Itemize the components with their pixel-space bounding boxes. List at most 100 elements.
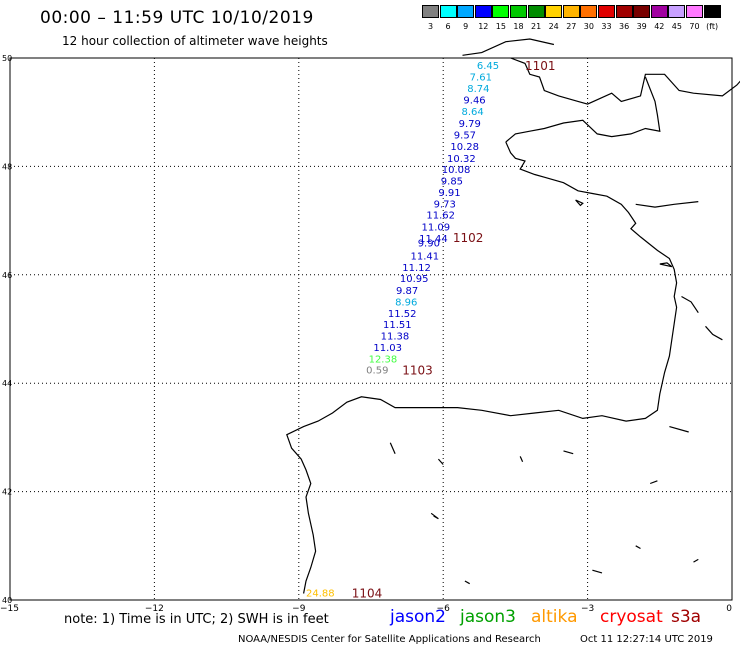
longitude-label: −12 <box>145 604 164 614</box>
wave-height-value: 12.38 <box>369 354 398 365</box>
wave-height-value: 11.44 <box>419 234 448 245</box>
wave-height-value: 10.95 <box>400 274 429 285</box>
legend-unit: (ft) <box>706 22 719 31</box>
latitude-label: 46 <box>2 271 12 280</box>
wave-height-value: 10.32 <box>447 154 476 165</box>
wave-height-value: 11.12 <box>402 263 431 274</box>
legend-label: 42 <box>654 22 665 31</box>
pass-id-label: 1104 <box>352 586 383 600</box>
longitude-label: −3 <box>581 604 594 614</box>
legend-swatch <box>615 5 633 18</box>
longitude-label: 0 <box>726 604 732 614</box>
legend-swatch <box>703 5 721 18</box>
timestamp-text: Oct 11 12:27:14 UTC 2019 <box>580 634 713 645</box>
legend-label: 39 <box>636 22 647 31</box>
pass-id-label: 1101 <box>525 59 556 73</box>
wave-height-value: 9.46 <box>463 95 485 106</box>
coastline-segment <box>464 580 470 585</box>
longitude-label: −15 <box>0 604 19 614</box>
wave-height-value: 11.38 <box>381 332 410 343</box>
legend-swatch <box>439 5 457 18</box>
coastline-segment <box>659 262 673 268</box>
legend-swatch <box>562 5 580 18</box>
graticule <box>10 58 732 600</box>
legend-swatch <box>510 5 527 18</box>
wave-height-value: 24.88 <box>306 588 335 599</box>
coastline-segment <box>286 141 678 594</box>
map-frame <box>9 57 733 601</box>
legend-label: 9 <box>463 22 469 31</box>
page-title: 00:00 – 11:59 UTC 10/10/2019 <box>40 8 314 28</box>
wave-height-value: 9.91 <box>438 188 460 199</box>
latitude-label: 50 <box>2 54 12 63</box>
satellite-name: cryosat <box>600 607 663 627</box>
coastline-segment <box>437 458 444 465</box>
legend-swatch <box>633 5 651 18</box>
wave-height-value: 8.96 <box>395 297 417 308</box>
credit-text: NOAA/NESDIS Center for Satellite Applica… <box>238 634 541 645</box>
legend-swatch <box>545 5 563 18</box>
legend-label: 6 <box>445 22 451 31</box>
satellite-name: altika <box>531 607 578 627</box>
wave-height-value: 0.59 <box>366 366 388 377</box>
coastline-segment <box>693 558 699 563</box>
coastline-segment <box>462 38 555 56</box>
wave-height-value: 6.45 <box>477 61 499 72</box>
pass-labels: 1101 1102 1103 1104 <box>352 59 556 600</box>
legend-swatch <box>422 5 439 18</box>
wave-height-value: 11.09 <box>422 223 451 234</box>
pass-id-label: 1102 <box>453 231 484 245</box>
satellite-name: jason2 <box>390 607 446 627</box>
wave-height-value: 8.74 <box>467 84 489 95</box>
satellite-name: s3a <box>671 607 702 627</box>
note-text: note: 1) Time is in UTC; 2) SWH is in fe… <box>64 612 329 627</box>
wave-height-value: 9.90 <box>418 238 440 249</box>
coastline-segment <box>430 512 439 520</box>
legend-swatch <box>527 5 545 18</box>
latitude-label: 40 <box>2 596 12 605</box>
legend-swatch <box>474 5 492 18</box>
wave-height-value: 9.57 <box>454 131 476 142</box>
pass-id-label: 1103 <box>402 364 433 378</box>
coastline-segment <box>510 57 740 105</box>
wave-height-value: 9.79 <box>459 119 481 130</box>
coastline-segment <box>592 569 603 574</box>
coastline-segment <box>649 480 658 485</box>
coastline-segment <box>635 545 641 550</box>
legend-label: 21 <box>531 22 542 31</box>
coastline-segment <box>669 426 689 433</box>
coastline-segment <box>705 325 723 341</box>
legend-label: 3 <box>427 22 434 31</box>
legend-swatch <box>457 5 475 18</box>
wave-height-value: 11.62 <box>426 211 455 222</box>
legend-swatch <box>580 5 598 18</box>
legend-label: 70 <box>689 22 700 31</box>
wave-height-value: 11.52 <box>388 309 417 320</box>
legend-label: 45 <box>671 22 682 31</box>
legend-swatch <box>650 5 668 18</box>
wave-height-value: 9.87 <box>396 286 418 297</box>
legend-label: 18 <box>513 22 524 31</box>
wave-height-value: 10.28 <box>450 142 479 153</box>
legend-label: 36 <box>619 22 630 31</box>
wave-height-value: 9.73 <box>434 199 456 210</box>
legend-swatch <box>668 5 686 18</box>
wave-height-value: 11.03 <box>373 343 402 354</box>
legend-label: 33 <box>601 22 612 31</box>
wave-height-value: 8.64 <box>461 107 483 118</box>
coastline-segment <box>635 201 699 208</box>
wave-height-value: 9.85 <box>441 177 463 188</box>
legend-label: 24 <box>548 22 559 31</box>
coastline <box>286 38 740 594</box>
wave-height-value: 11.41 <box>410 251 439 262</box>
longitude-label: −6 <box>437 604 451 614</box>
latitude-label: 48 <box>2 162 12 171</box>
wave-height-value: 7.61 <box>470 73 492 84</box>
legend-swatch <box>492 5 510 18</box>
legend-label: 12 <box>478 22 489 31</box>
page-subtitle: 12 hour collection of altimeter wave hei… <box>62 34 328 48</box>
legend-swatch <box>598 5 615 18</box>
wave-height-value: 10.08 <box>442 165 471 176</box>
